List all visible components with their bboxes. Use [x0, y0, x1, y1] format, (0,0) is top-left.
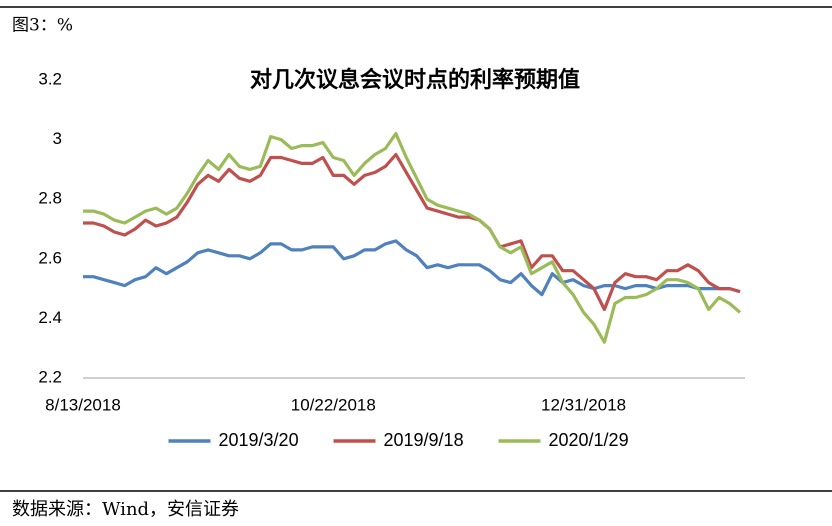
legend-label: 2019/3/20 — [219, 430, 299, 450]
y-tick-label: 3.2 — [38, 69, 62, 88]
series-line — [83, 152, 741, 312]
figure-header: 图3：% — [12, 16, 73, 36]
legend-label: 2020/1/29 — [549, 430, 629, 450]
y-tick-label: 3 — [53, 129, 62, 148]
series-line — [83, 132, 742, 344]
x-tick-label: 12/31/2018 — [541, 395, 626, 414]
y-tick-label: 2.6 — [38, 248, 62, 267]
x-tick-label: 10/22/2018 — [291, 395, 376, 414]
source-note: 数据来源：Wind，安信证券 — [12, 499, 239, 520]
legend-label: 2019/9/18 — [384, 430, 464, 450]
chart-title: 对几次议息会议时点的利率预期值 — [250, 67, 580, 93]
x-tick-label: 8/13/2018 — [45, 395, 121, 414]
y-tick-label: 2.2 — [38, 367, 62, 386]
series-line — [83, 239, 741, 297]
y-tick-label: 2.8 — [38, 189, 62, 208]
y-tick-label: 2.4 — [38, 308, 62, 327]
